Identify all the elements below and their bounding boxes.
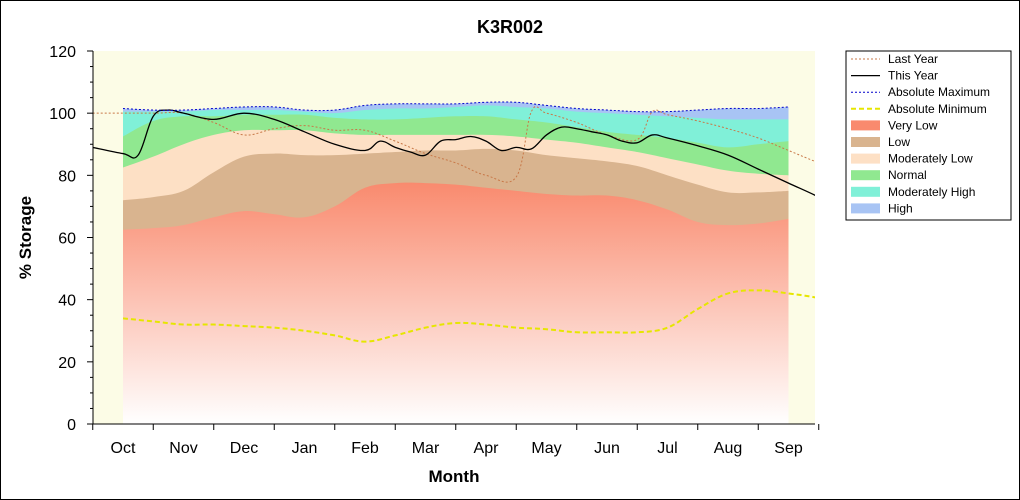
y-axis-title: % Storage: [16, 196, 35, 279]
legend-swatch: [851, 186, 880, 197]
series-absolute-minimum: [122, 289, 815, 343]
y-tick-label: 60: [58, 231, 76, 248]
legend-item-high: High: [851, 201, 913, 215]
legend-item-very-low: Very Low: [851, 118, 938, 132]
x-tick-label: Apr: [474, 440, 500, 457]
legend-label: Low: [888, 135, 910, 149]
x-tick-label: Nov: [169, 440, 197, 457]
series-this-year: [93, 109, 815, 196]
band-areas: [123, 101, 789, 424]
y-tick-label: 20: [58, 355, 76, 372]
legend-item-absolute-maximum: Absolute Maximum: [851, 85, 990, 99]
x-tick-label: Jul: [657, 440, 677, 457]
band-very-low: [123, 182, 789, 424]
x-tick-label: Dec: [230, 440, 258, 457]
legend-label: Very Low: [888, 118, 938, 132]
legend-label: This Year: [888, 69, 938, 83]
y-tick-label: 0: [67, 417, 76, 434]
legend-item-normal: Normal: [851, 168, 927, 182]
series-absolute-maximum: [122, 101, 789, 113]
x-tick-label: Mar: [412, 440, 440, 457]
legend-item-this-year: This Year: [851, 69, 938, 83]
legend-item-low: Low: [851, 135, 910, 149]
legend-item-last-year: Last Year: [851, 52, 938, 66]
y-tick-label: 40: [58, 293, 76, 310]
legend-label: Normal: [888, 168, 927, 182]
y-tick-label: 120: [49, 44, 76, 61]
x-tick-label: Sep: [774, 440, 803, 457]
x-tick-label: Aug: [714, 440, 742, 457]
chart-title: K3R002: [477, 17, 543, 37]
legend-item-moderately-high: Moderately High: [851, 185, 975, 199]
legend-label: Absolute Minimum: [888, 102, 987, 116]
legend-label: Moderately Low: [888, 152, 973, 166]
y-tick-label: 100: [49, 106, 76, 123]
legend: Last Year This Year Absolute Maximum Absolu…: [845, 50, 1012, 221]
legend-label: High: [888, 201, 913, 215]
legend-label: Absolute Maximum: [888, 85, 990, 99]
legend-label: Moderately High: [888, 185, 975, 199]
y-ticks: 0 20 40 60 80 100 120: [49, 44, 93, 434]
legend-item-moderately-low: Moderately Low: [851, 152, 973, 166]
legend-item-absolute-minimum: Absolute Minimum: [851, 102, 987, 116]
legend-swatch: [851, 203, 880, 214]
x-tick-label: Feb: [351, 440, 379, 457]
legend-swatch: [851, 170, 880, 181]
x-tick-label: Jan: [292, 440, 318, 457]
legend-swatch: [851, 153, 880, 164]
x-axis-title: Month: [429, 467, 480, 486]
legend-swatch: [851, 137, 880, 147]
legend-swatch: [851, 120, 880, 131]
series-lines: [93, 101, 815, 343]
x-tick-label: May: [531, 440, 561, 457]
x-tick-label: Jun: [594, 440, 620, 457]
x-tick-label: Oct: [111, 440, 136, 457]
legend-label: Last Year: [888, 52, 938, 66]
x-ticks: Oct Nov Dec Jan Feb Mar Apr May Jun Jul Aug Sep: [92, 424, 820, 457]
y-tick-label: 80: [58, 168, 76, 185]
